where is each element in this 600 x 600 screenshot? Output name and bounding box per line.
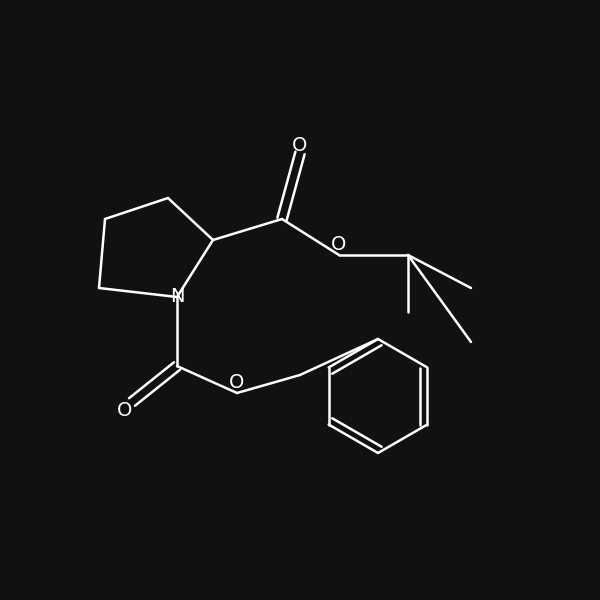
Text: N: N	[170, 287, 184, 307]
Text: O: O	[117, 401, 133, 421]
Text: O: O	[292, 136, 308, 155]
Text: O: O	[229, 373, 245, 392]
Text: O: O	[331, 235, 347, 254]
